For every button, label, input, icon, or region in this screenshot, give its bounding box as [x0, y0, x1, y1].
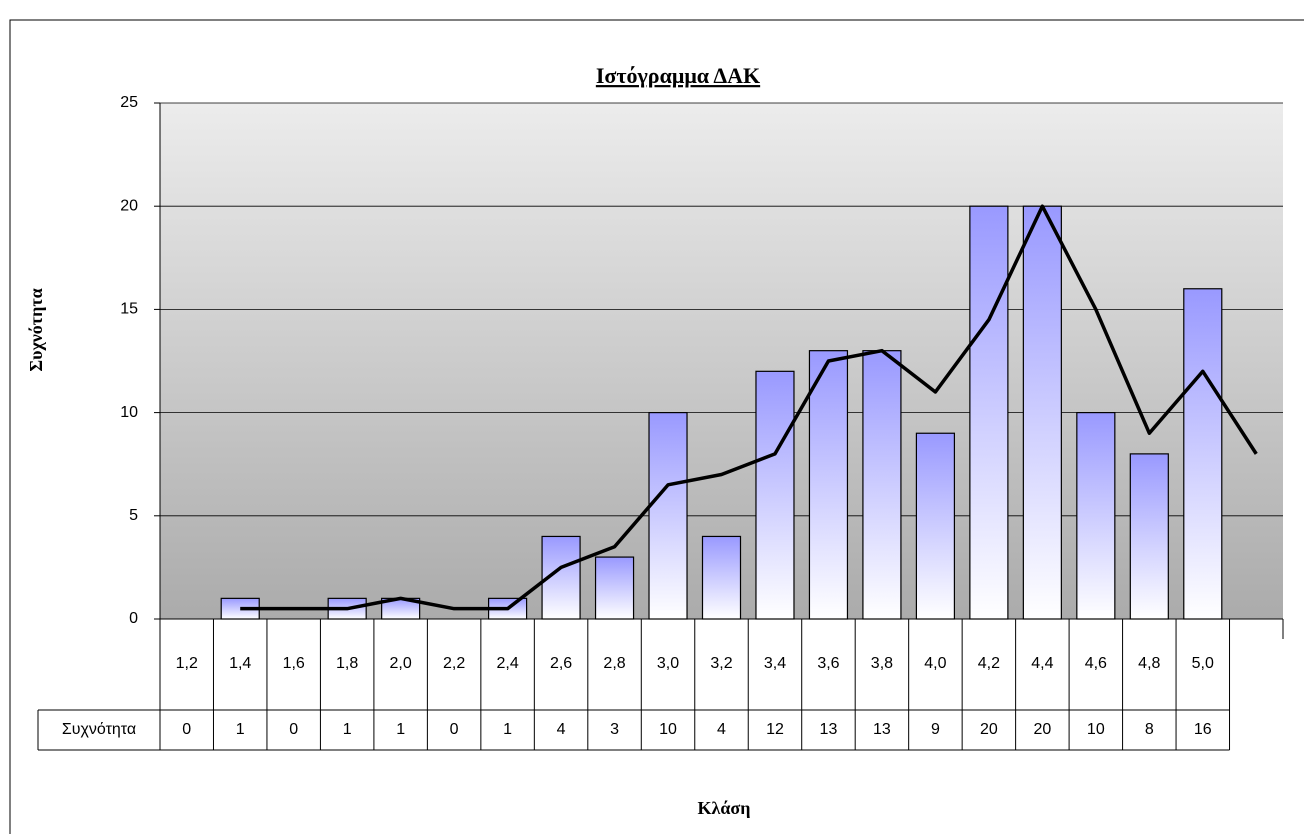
x-tick-label: 4,6 [1085, 655, 1107, 672]
x-tick-label: 4,8 [1138, 655, 1160, 672]
x-tick-label: 2,6 [550, 655, 572, 672]
x-tick-label: 3,4 [764, 655, 786, 672]
x-tick-label: 4,4 [1031, 655, 1053, 672]
x-tick-label: 1,4 [229, 655, 251, 672]
table-value: 0 [450, 721, 459, 738]
x-tick-label: 4,2 [978, 655, 1000, 672]
bar [969, 205, 1009, 620]
x-tick-label: 2,0 [390, 655, 412, 672]
bar [648, 412, 688, 620]
y-axis-label: Συχνότητα [26, 288, 46, 371]
table-value: 0 [182, 721, 191, 738]
table-value: 16 [1194, 721, 1212, 738]
x-tick-label: 3,8 [871, 655, 893, 672]
table-value: 10 [1087, 721, 1105, 738]
table-value: 12 [766, 721, 784, 738]
bar [1183, 288, 1223, 620]
table-value: 9 [931, 721, 940, 738]
table-value: 10 [659, 721, 677, 738]
bar [1129, 453, 1169, 620]
y-tick-label: 0 [129, 610, 138, 627]
x-tick-label: 2,8 [603, 655, 625, 672]
x-tick-label: 1,8 [336, 655, 358, 672]
bar [915, 432, 956, 620]
y-tick-label: 20 [120, 197, 138, 214]
table-value: 20 [1033, 721, 1051, 738]
table-value: 3 [610, 721, 619, 738]
x-tick-label: 5,0 [1192, 655, 1214, 672]
table-value: 1 [236, 721, 245, 738]
table-value: 1 [343, 721, 352, 738]
bar [1076, 412, 1116, 620]
y-tick-label: 5 [129, 507, 138, 524]
x-tick-label: 3,0 [657, 655, 679, 672]
chart-title: Ιστόγραμμα ΔΑΚ [596, 63, 760, 88]
bar [755, 370, 795, 620]
table-value: 4 [557, 721, 566, 738]
table-value: 4 [717, 721, 726, 738]
x-axis-label: Κλάση [698, 798, 751, 818]
trend-line [240, 204, 1258, 611]
bar [1022, 205, 1062, 620]
x-tick-label: 3,6 [817, 655, 839, 672]
table-series-name: Συχνότητα [62, 721, 136, 738]
x-tick-label: 2,4 [496, 655, 518, 672]
bar [862, 350, 902, 620]
bar [594, 556, 635, 620]
bar [701, 535, 742, 620]
table-value: 1 [503, 721, 512, 738]
table-value: 20 [980, 721, 998, 738]
x-tick-label: 1,6 [283, 655, 305, 672]
y-tick-label: 25 [120, 94, 138, 111]
table-value: 0 [289, 721, 298, 738]
table-value: 13 [820, 721, 838, 738]
y-tick-label: 10 [120, 404, 138, 421]
x-tick-label: 3,2 [710, 655, 732, 672]
x-tick-label: 4,0 [924, 655, 946, 672]
x-tick-label: 1,2 [176, 655, 198, 672]
x-tick-label: 2,2 [443, 655, 465, 672]
bar [808, 350, 849, 620]
y-tick-label: 15 [120, 301, 138, 318]
table-value: 1 [396, 721, 405, 738]
table-value: 8 [1145, 721, 1154, 738]
table-value: 13 [873, 721, 891, 738]
